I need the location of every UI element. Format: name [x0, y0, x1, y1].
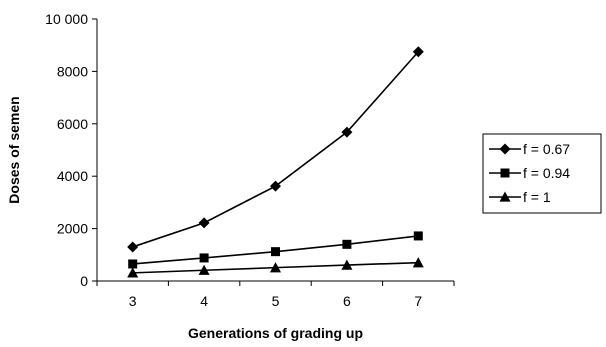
x-tick-label: 3: [129, 293, 137, 309]
legend-marker-diamond: [499, 143, 511, 155]
y-tick-label: 8000: [57, 63, 88, 79]
y-tick-label: 0: [80, 273, 88, 289]
legend-label: f = 0.94: [523, 165, 570, 181]
y-axis-ticks: 0 2000 4000 6000 8000 10 000: [45, 11, 97, 289]
data-point-square: [342, 239, 352, 249]
legend-marker-square: [500, 168, 510, 178]
data-point-square: [128, 259, 138, 269]
legend-entry-1: f = 0.67: [489, 141, 570, 157]
data-point-diamond: [198, 217, 210, 229]
series-1: [127, 46, 424, 253]
y-tick-label: 4000: [57, 168, 88, 184]
y-tick-label: 6000: [57, 116, 88, 132]
series-2: [128, 231, 423, 269]
legend-label: f = 0.67: [523, 141, 570, 157]
axes: [96, 19, 454, 282]
x-axis-ticks: 3 4 5 6 7: [96, 281, 455, 309]
x-tick-label: 6: [343, 293, 351, 309]
data-point-square: [271, 247, 280, 257]
legend: f = 0.67 f = 0.94 f = 1: [482, 133, 602, 214]
x-tick-label: 5: [272, 293, 280, 309]
legend-items: f = 0.67 f = 0.94 f = 1: [489, 141, 570, 205]
x-tick-label: 7: [414, 293, 422, 309]
series-line: [132, 51, 419, 248]
legend-entry-2: f = 0.94: [489, 165, 570, 181]
data-point-square: [199, 253, 209, 263]
x-tick-label: 4: [200, 293, 208, 309]
data-point-diamond: [412, 46, 424, 58]
y-tick-label: 2000: [57, 221, 88, 237]
data-point-diamond: [127, 241, 139, 253]
data-point-triangle: [198, 264, 210, 275]
data-point-diamond: [270, 180, 281, 192]
data-point-triangle: [270, 262, 281, 273]
data-point-triangle: [412, 257, 424, 268]
data-point-triangle: [341, 259, 353, 270]
x-axis-title: Generations of grading up: [188, 325, 363, 341]
legend-entry-3: f = 1: [489, 189, 551, 205]
data-point-triangle: [127, 267, 139, 278]
data-point-square: [413, 231, 423, 241]
legend-label: f = 1: [523, 189, 551, 205]
legend-marker-triangle: [499, 191, 511, 202]
data-point-diamond: [341, 126, 353, 138]
series-layer: [127, 46, 424, 278]
y-axis-title: Doses of semen: [6, 96, 22, 203]
series-3: [127, 257, 424, 278]
y-tick-label: 10 000: [45, 11, 88, 27]
